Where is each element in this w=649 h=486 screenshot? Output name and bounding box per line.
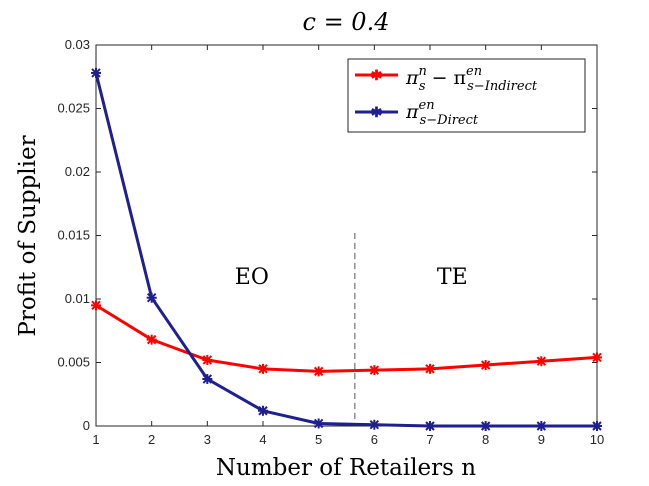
series-2-point: [369, 419, 380, 430]
series-2-point: [91, 67, 101, 78]
y-axis-ticks: 0 0.005 0.01 0.015 0.02 0.025 0.03: [57, 37, 597, 433]
y-axis-label: Profit of Supplier: [15, 135, 41, 336]
y-tick-label: 0.005: [57, 355, 90, 370]
x-tick-label: 10: [590, 432, 604, 447]
y-tick-label: 0.01: [65, 291, 90, 306]
series-1-point: [480, 360, 491, 371]
annotation-eo: EO: [235, 265, 269, 290]
y-tick-label: 0.03: [65, 37, 90, 52]
x-tick-label: 3: [204, 432, 211, 447]
series-2-point: [425, 421, 435, 431]
x-tick-label: 7: [426, 432, 433, 447]
legend: ✱ πn s − πen s−Indirect ✱ πen s−Direct: [347, 58, 586, 133]
series-2-point: [480, 421, 491, 431]
annotation-te: TE: [437, 265, 468, 290]
legend-marker-1: ✱: [371, 69, 383, 84]
x-tick-label: 4: [259, 432, 266, 447]
y-tick-label: 0.015: [57, 228, 90, 243]
y-tick-label: 0.02: [65, 164, 90, 179]
series-layer: [91, 67, 602, 431]
x-tick-label: 9: [538, 432, 545, 447]
series-1-point: [258, 363, 268, 374]
series-2-point: [258, 405, 268, 416]
series-2-point: [536, 421, 547, 431]
series-2-point: [592, 421, 602, 431]
series-2-line: [94, 72, 597, 428]
x-tick-label: 1: [92, 432, 99, 447]
chart-title: c = 0.4: [303, 8, 390, 36]
x-tick-label: 6: [371, 432, 378, 447]
series-2-point: [313, 418, 324, 429]
series-1-point: [91, 300, 101, 311]
y-tick-label: 0.025: [57, 101, 90, 116]
series-1-line: [95, 304, 598, 373]
series-1-point: [536, 356, 547, 367]
series-1-point: [146, 334, 157, 345]
series-1-point: [592, 352, 602, 363]
series-1-point: [369, 365, 380, 376]
series-2-point: [202, 374, 213, 385]
x-axis-label: Number of Retailers n: [216, 455, 476, 481]
legend-box: [347, 58, 586, 133]
series-2-point: [146, 292, 157, 303]
series-1-point: [425, 363, 435, 374]
x-tick-label: 8: [482, 432, 489, 447]
series-1-point: [202, 354, 213, 365]
y-tick-label: 0: [83, 418, 90, 433]
series-1-point: [313, 366, 324, 377]
legend-marker-2: ✱: [371, 106, 383, 121]
x-tick-label: 2: [148, 432, 155, 447]
x-tick-label: 5: [315, 432, 322, 447]
